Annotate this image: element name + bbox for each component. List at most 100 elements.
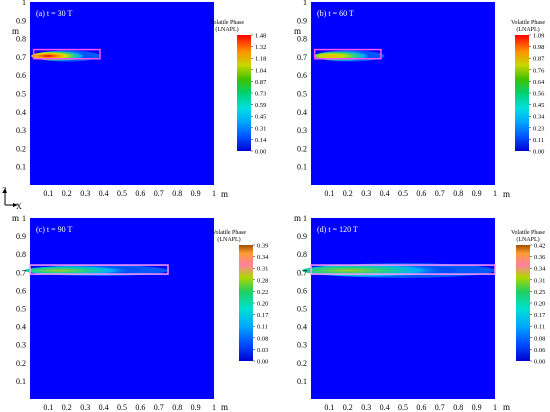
panel-title: (a) t = 30 T <box>36 9 72 18</box>
colorbar-tick-label: 0.00 <box>257 359 268 366</box>
colorbar-tick-label: 0.22 <box>257 289 268 296</box>
panel-a: (a) t = 30 T 0.1 0.2 0.3 0.4 0.5 0.6 0.7 0.8 0.9… <box>12 0 267 199</box>
y-tick-label: 0.9 <box>297 16 307 25</box>
colorbar-tick-label: 1.09 <box>533 33 544 40</box>
x-tick-label: 0.9 <box>191 189 201 198</box>
y-tick-label: 0.7 <box>297 53 307 62</box>
x-ticks: 0.1 0.2 0.3 0.4 0.5 0.6 0.7 0.8 0.9 1 <box>43 403 216 412</box>
colorbar-tick-label: 0.25 <box>534 289 545 296</box>
x-tick-label: 0.9 <box>472 189 482 198</box>
colorbar-tick-label: 0.17 <box>534 312 546 319</box>
y-unit-label: m <box>294 213 301 223</box>
x-arrowhead <box>13 203 18 207</box>
y-tick-label: 0.6 <box>297 71 307 80</box>
y-tick-label: 0.7 <box>16 53 26 62</box>
colorbar-tick-label: 0.45 <box>533 102 544 109</box>
colorbar-tick-label: 0.00 <box>255 149 266 156</box>
colorbar-tick-label: 0.64 <box>533 79 545 86</box>
y-tick-label: 0.8 <box>16 250 26 259</box>
colorbar-tick-label: 0.11 <box>533 137 544 144</box>
colorbar-tick-label: 0.59 <box>255 102 266 109</box>
colorbar-tick-label: 0.34 <box>533 114 545 121</box>
colorbar-tick-label: 0.00 <box>534 359 545 366</box>
colorbar-tick-label: 1.48 <box>255 33 266 40</box>
colorbar-ticks: 1.48 1.32 1.18 1.04 0.87 0.73 0.59 0.45 0.31 0.14… <box>251 33 267 156</box>
x-tick-label: 0.9 <box>191 403 201 412</box>
colorbar-title-line2: (LNAPL) <box>217 236 240 243</box>
x-tick-label: 0.6 <box>416 189 426 198</box>
y-tick-label: 0.3 <box>297 126 307 135</box>
x-tick-label: 0.8 <box>172 403 182 412</box>
z-label: Z <box>2 186 7 195</box>
x-tick-label: 0.7 <box>154 189 164 198</box>
y-ticks: 0.1 0.2 0.3 0.4 0.5 0.6 0.7 0.8 0.9 1 <box>16 214 26 386</box>
y-tick-label: 0.2 <box>297 359 307 368</box>
colorbar-tick-label: 0.76 <box>533 67 545 74</box>
colorbar-tick-label: 0.34 <box>257 254 269 261</box>
colorbar-title-line2: (LNAPL) <box>516 26 539 33</box>
colorbar-tick-label: 0.20 <box>257 301 268 308</box>
x-tick-label: 1 <box>493 189 497 198</box>
x-unit-label: m <box>221 402 228 412</box>
y-tick-label: 0.3 <box>16 126 26 135</box>
x-tick-label: 0.3 <box>80 403 90 412</box>
colorbar-tick-label: 0.03 <box>257 347 268 354</box>
x-tick-label: 0.4 <box>380 403 390 412</box>
colorbar-tick-label: 0.39 <box>257 243 268 250</box>
x-tick-label: 0.1 <box>324 189 334 198</box>
y-unit-label: m <box>12 26 19 36</box>
x-unit-label: m <box>221 189 228 199</box>
y-tick-label: 0.8 <box>16 35 26 44</box>
x-tick-label: 1 <box>493 403 497 412</box>
colorbar-scale <box>515 35 529 151</box>
x-tick-label: 1 <box>212 189 216 198</box>
x-tick-label: 0.8 <box>453 189 463 198</box>
x-tick-label: 0.5 <box>398 403 408 412</box>
panel-d: (d) t = 120 T 0.10.20.30.40.50.60.70.80.… <box>294 213 546 412</box>
x-tick-label: 0.7 <box>154 403 164 412</box>
x-ticks: 0.1 0.2 0.3 0.4 0.5 0.6 0.7 0.8 0.9 1 <box>324 403 497 412</box>
x-tick-label: 0.4 <box>99 189 109 198</box>
x-tick-label: 0.2 <box>343 189 353 198</box>
x-tick-label: 0.1 <box>43 189 53 198</box>
y-tick-label: 0.9 <box>16 16 26 25</box>
x-tick-label: 0.7 <box>435 403 445 412</box>
panel-title: (c) t = 90 T <box>36 225 72 234</box>
y-tick-label: 0.1 <box>16 377 26 386</box>
z-arrowhead <box>3 188 7 193</box>
y-tick-label: 0.6 <box>297 286 307 295</box>
y-tick-label: 0.6 <box>16 71 26 80</box>
colorbar-scale <box>516 245 530 361</box>
x-tick-label: 1 <box>212 403 216 412</box>
colorbar-tick-label: 0.31 <box>255 125 266 132</box>
colorbar-tick-label: 1.32 <box>255 44 266 51</box>
panel-c: (c) t = 90 T 0.1 0.2 0.3 0.4 0.5 0.6 0.7 0.8 0.9… <box>12 213 269 412</box>
colorbar-ticks: 0.42 0.36 0.34 0.31 0.25 0.20 0.17 0.11 0.08 0.06… <box>530 243 546 366</box>
y-ticks: 0.1 0.2 0.3 0.4 0.5 0.6 0.7 0.8 0.9 1 <box>297 0 307 172</box>
colorbar-title-line1: Volatile Phase <box>212 230 246 236</box>
colorbar-tick-label: 0.31 <box>257 266 268 273</box>
x-tick-label: 0.6 <box>135 403 145 412</box>
colorbar-scale <box>239 245 253 361</box>
plot-area <box>30 2 214 185</box>
y-unit-label: m <box>12 213 19 223</box>
x-label: X <box>16 202 22 211</box>
plume-core <box>24 265 142 276</box>
source-box <box>29 264 169 275</box>
axis-orientation-glyph: Z X <box>2 186 22 211</box>
plot-area <box>30 218 214 399</box>
plume <box>24 264 168 277</box>
colorbar-tick-label: 0.36 <box>534 254 546 261</box>
y-tick-label: 0.4 <box>297 108 307 117</box>
y-tick-label: 0.5 <box>16 90 26 99</box>
colorbar: Volatile Phase (LNAPL) 0.420.360.340.310… <box>511 230 546 366</box>
colorbar-title-line1: Volatile Phase <box>511 20 545 26</box>
colorbar-title-line1: Volatile Phase <box>210 20 244 26</box>
x-tick-label: 0.3 <box>361 403 371 412</box>
x-tick-label: 0.6 <box>416 403 426 412</box>
plot-area <box>311 218 495 399</box>
colorbar-tick-label: 0.98 <box>533 44 544 51</box>
y-tick-label: 1 <box>303 214 307 223</box>
x-tick-label: 0.5 <box>117 189 127 198</box>
colorbar-tick-label: 0.14 <box>255 137 267 144</box>
